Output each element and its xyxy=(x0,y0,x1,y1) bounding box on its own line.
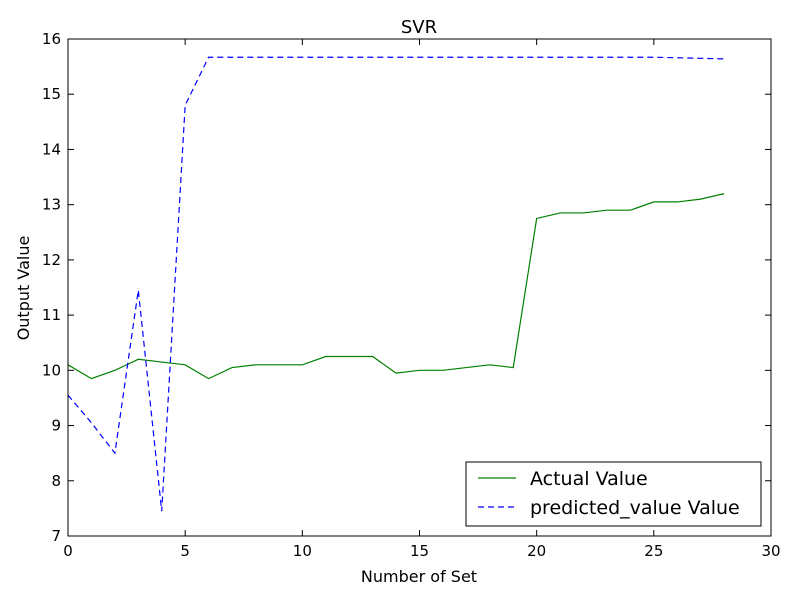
y-tick-label: 8 xyxy=(51,472,61,490)
x-tick-label: 5 xyxy=(180,542,190,560)
y-tick-label: 10 xyxy=(42,361,61,379)
y-tick-label: 16 xyxy=(42,30,61,48)
y-axis-ticks: 7 8 9 10 11 12 13 14 15 16 xyxy=(42,30,771,545)
series-line-predicted xyxy=(67,56,725,512)
y-tick-label: 12 xyxy=(42,251,61,269)
legend-label: predicted_value Value xyxy=(530,497,740,519)
y-tick-label: 11 xyxy=(42,306,61,324)
y-tick-label: 15 xyxy=(42,85,61,103)
y-axis-title: Output Value xyxy=(14,236,33,341)
y-tick-label: 13 xyxy=(42,196,61,214)
y-tick-label: 9 xyxy=(51,417,61,435)
series-line-actual xyxy=(67,193,725,380)
x-tick-label: 10 xyxy=(293,542,312,560)
legend-label: Actual Value xyxy=(530,468,648,490)
legend-box xyxy=(465,461,762,527)
x-axis-ticks: 0 5 10 15 20 25 30 xyxy=(63,39,781,560)
y-tick-label: 14 xyxy=(42,140,61,158)
y-tick-label: 7 xyxy=(51,527,61,545)
x-tick-label: 25 xyxy=(644,542,663,560)
x-axis-title: Number of Set xyxy=(361,567,477,586)
chart-title: SVR xyxy=(401,17,437,38)
x-tick-label: 30 xyxy=(761,542,780,560)
series-layer xyxy=(67,56,725,512)
x-tick-label: 0 xyxy=(63,542,73,560)
plot-frame xyxy=(67,38,772,537)
x-tick-label: 20 xyxy=(527,542,546,560)
legend: Actual Value predicted_value Value xyxy=(465,461,762,527)
x-tick-label: 15 xyxy=(410,542,429,560)
